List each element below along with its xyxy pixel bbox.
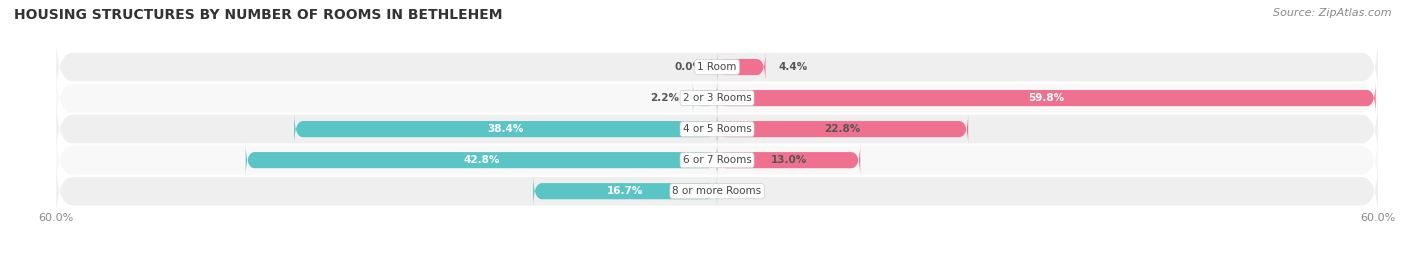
FancyBboxPatch shape <box>717 81 1375 115</box>
FancyBboxPatch shape <box>717 50 765 84</box>
Text: 8 or more Rooms: 8 or more Rooms <box>672 186 762 196</box>
Text: 2.2%: 2.2% <box>651 93 679 103</box>
FancyBboxPatch shape <box>56 35 1378 99</box>
Text: 1 Room: 1 Room <box>697 62 737 72</box>
Text: 16.7%: 16.7% <box>607 186 644 196</box>
Text: Source: ZipAtlas.com: Source: ZipAtlas.com <box>1274 8 1392 18</box>
FancyBboxPatch shape <box>693 81 717 115</box>
FancyBboxPatch shape <box>533 174 717 208</box>
Text: 0.0%: 0.0% <box>675 62 704 72</box>
Text: 0.0%: 0.0% <box>730 186 759 196</box>
Text: 22.8%: 22.8% <box>824 124 860 134</box>
FancyBboxPatch shape <box>56 66 1378 130</box>
Text: HOUSING STRUCTURES BY NUMBER OF ROOMS IN BETHLEHEM: HOUSING STRUCTURES BY NUMBER OF ROOMS IN… <box>14 8 502 22</box>
FancyBboxPatch shape <box>717 112 969 146</box>
FancyBboxPatch shape <box>56 97 1378 161</box>
Text: 4.4%: 4.4% <box>779 62 808 72</box>
Legend: Owner-occupied, Renter-occupied: Owner-occupied, Renter-occupied <box>586 266 848 269</box>
FancyBboxPatch shape <box>294 112 717 146</box>
Text: 59.8%: 59.8% <box>1028 93 1064 103</box>
FancyBboxPatch shape <box>717 143 860 177</box>
Text: 6 or 7 Rooms: 6 or 7 Rooms <box>683 155 751 165</box>
FancyBboxPatch shape <box>246 143 717 177</box>
Text: 38.4%: 38.4% <box>488 124 524 134</box>
FancyBboxPatch shape <box>56 128 1378 192</box>
Text: 42.8%: 42.8% <box>463 155 499 165</box>
Text: 4 or 5 Rooms: 4 or 5 Rooms <box>683 124 751 134</box>
Text: 2 or 3 Rooms: 2 or 3 Rooms <box>683 93 751 103</box>
FancyBboxPatch shape <box>56 159 1378 224</box>
Text: 13.0%: 13.0% <box>770 155 807 165</box>
